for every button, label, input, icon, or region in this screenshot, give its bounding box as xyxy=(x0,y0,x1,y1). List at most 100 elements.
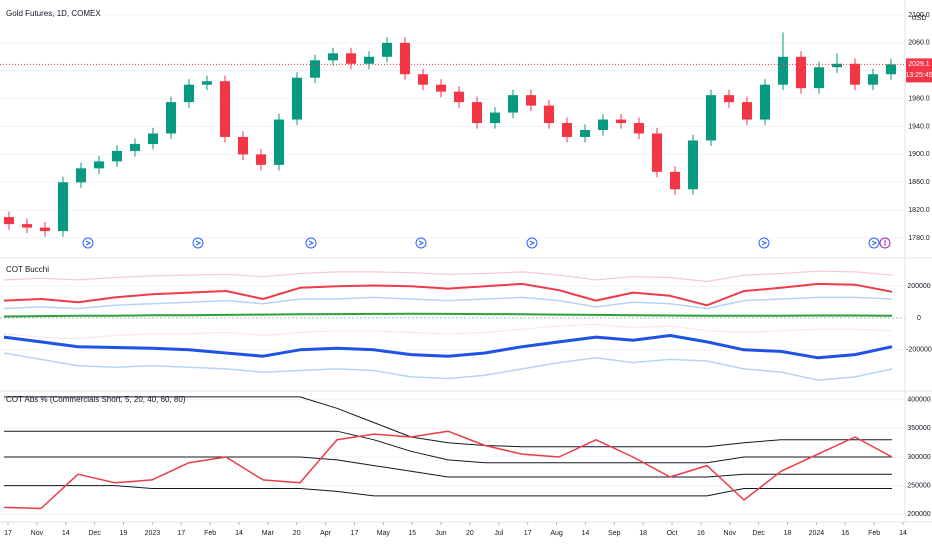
indicator-line xyxy=(3,352,893,381)
candle-body xyxy=(57,182,69,232)
candle-body xyxy=(237,136,249,155)
x-tick-label: 14 xyxy=(235,530,243,537)
candle-body xyxy=(255,154,267,165)
candle-body xyxy=(327,53,339,61)
event-marker[interactable] xyxy=(305,237,317,249)
candle-body xyxy=(831,63,843,68)
candle-body xyxy=(561,123,573,137)
candle-body xyxy=(435,84,447,92)
event-marker[interactable] xyxy=(526,237,538,249)
event-marker[interactable] xyxy=(192,237,204,249)
candle-body xyxy=(849,63,861,85)
x-tick-label: 16 xyxy=(697,530,705,537)
candle-body xyxy=(363,56,375,64)
y-tick-label: 200000 xyxy=(907,283,930,290)
candle-body xyxy=(399,42,411,75)
y-tick-label: 1860.0 xyxy=(908,179,930,186)
candle-body xyxy=(111,150,123,162)
x-tick-label: 15 xyxy=(408,530,416,537)
candle-body xyxy=(75,168,87,183)
x-tick-label: 14 xyxy=(62,530,70,537)
indicator-line xyxy=(4,396,892,448)
candle-body xyxy=(507,95,519,113)
y-tick-label: 350000 xyxy=(907,425,930,432)
event-markers xyxy=(82,237,891,249)
pane-title: Gold Futures, 1D, COMEX xyxy=(6,9,101,18)
event-marker[interactable] xyxy=(879,237,891,249)
candle-body xyxy=(219,81,231,137)
candle-body xyxy=(777,56,789,85)
indicator-line xyxy=(4,485,892,497)
event-marker[interactable] xyxy=(758,237,770,249)
x-tick-label: 17 xyxy=(177,530,185,537)
y-tick-label: 300000 xyxy=(907,454,930,461)
candle-body xyxy=(345,53,357,64)
x-tick-label: 19 xyxy=(120,530,128,537)
candle-body xyxy=(39,227,51,232)
x-tick-label: 14 xyxy=(582,530,590,537)
candle-body xyxy=(471,102,483,124)
x-tick-label: 18 xyxy=(784,530,792,537)
x-tick-label: Dec xyxy=(752,530,765,537)
candle-body xyxy=(597,119,609,130)
indicator-line xyxy=(4,456,892,478)
x-tick-label: Mar xyxy=(262,530,275,537)
countdown-label: 13:25:45 xyxy=(905,72,932,79)
candle-body xyxy=(21,224,33,228)
candle-body xyxy=(615,119,627,124)
candle-body xyxy=(489,112,501,124)
x-tick-label: 20 xyxy=(293,530,301,537)
event-marker[interactable] xyxy=(82,237,94,249)
y-tick-label: 400000 xyxy=(907,397,930,404)
y-tick-label: 250000 xyxy=(907,482,930,489)
indicator-line xyxy=(3,312,893,318)
y-tick-label: -200000 xyxy=(906,347,932,354)
indicator-line xyxy=(3,282,893,307)
x-tick-label: Feb xyxy=(868,530,880,537)
candle-body xyxy=(417,74,429,85)
x-tick-label: Nov xyxy=(724,530,737,537)
x-tick-label: 2023 xyxy=(145,530,161,537)
candle-body xyxy=(651,133,663,172)
candle-body xyxy=(453,91,465,103)
x-tick-label: Aug xyxy=(550,530,563,537)
event-marker[interactable] xyxy=(868,237,880,249)
candle-body xyxy=(579,130,591,137)
y-tick-label: 1900.0 xyxy=(908,151,930,158)
y-tick-label: 1820.0 xyxy=(908,207,930,214)
candle-body xyxy=(867,74,879,85)
candle-body xyxy=(723,95,735,103)
candle-body xyxy=(309,60,321,78)
x-tick-label: Dec xyxy=(88,530,101,537)
y-tick-label: 1980.0 xyxy=(908,95,930,102)
candle-body xyxy=(147,133,159,144)
y-tick-label: 200000 xyxy=(907,511,930,518)
indicator-line xyxy=(3,296,893,310)
indicator-line xyxy=(3,323,893,340)
candle-body xyxy=(183,84,195,103)
candle-body xyxy=(795,56,807,89)
candle-body xyxy=(93,161,105,169)
y-tick-label: 2100.0 xyxy=(908,12,930,19)
candle-body xyxy=(201,81,213,85)
candle-body xyxy=(165,102,177,134)
x-tick-label: Sep xyxy=(608,530,621,537)
indicator-line xyxy=(4,430,892,464)
last-price-label: 2029.1 xyxy=(908,61,930,68)
candle-body xyxy=(543,105,555,124)
candle-body xyxy=(291,77,303,120)
y-tick-label: 1780.0 xyxy=(908,235,930,242)
x-tick-label: Nov xyxy=(31,530,44,537)
candle-body xyxy=(705,95,717,141)
event-marker[interactable] xyxy=(415,237,427,249)
x-tick-label: 18 xyxy=(639,530,647,537)
x-tick-label: 17 xyxy=(351,530,359,537)
x-tick-label: Apr xyxy=(320,530,332,537)
x-tick-label: Oct xyxy=(667,530,678,537)
x-tick-label: 17 xyxy=(524,530,532,537)
candle-body xyxy=(759,84,771,120)
candle-body xyxy=(129,143,141,151)
indicator-line xyxy=(3,334,893,360)
